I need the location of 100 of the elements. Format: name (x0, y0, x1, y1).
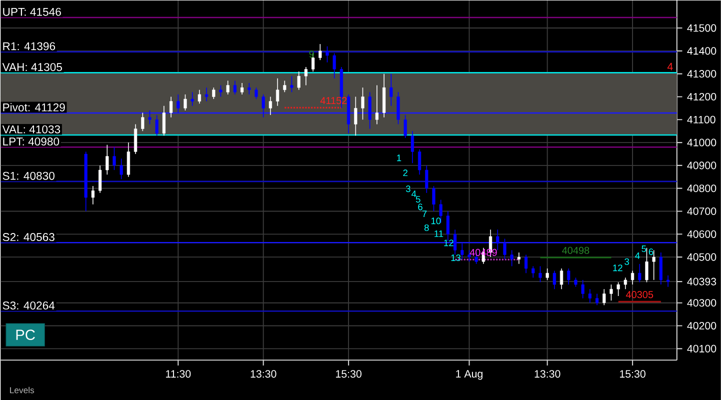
candlestick (390, 73, 393, 106)
annotation: 8 (424, 224, 429, 231)
annotation: 6 (648, 248, 654, 256)
candlestick (418, 148, 422, 175)
candlestick (262, 94, 265, 118)
candlestick (532, 266, 535, 278)
candlestick (126, 142, 130, 178)
y-tick-label: 41300 (687, 70, 716, 78)
annotation: 40305 (626, 291, 654, 298)
candlestick (290, 76, 294, 93)
candlestick (326, 46, 329, 63)
candlestick (439, 199, 442, 224)
candlestick (453, 229, 457, 256)
candlestick (638, 264, 642, 283)
candlestick (91, 186, 95, 205)
candlestick (304, 66, 308, 86)
candlestick (148, 110, 152, 125)
candlestick (212, 87, 216, 100)
candlestick (595, 293, 599, 306)
annotation: 1 (397, 154, 402, 162)
candlestick (546, 268, 549, 280)
candlestick (276, 78, 280, 106)
candlestick (248, 82, 251, 95)
candlestick (468, 250, 471, 262)
candlestick (630, 270, 634, 285)
annotation: 4 (635, 252, 640, 259)
annotation: 7 (422, 210, 427, 217)
ref-line-label: VAL: 41033 (2, 125, 60, 134)
annotation: 5 (416, 196, 420, 203)
candlestick (652, 250, 656, 280)
candlestick (283, 80, 286, 93)
candlestick (190, 92, 194, 106)
candlestick (134, 124, 138, 154)
candlestick (254, 87, 258, 100)
annotation: 3 (406, 185, 410, 192)
candlestick (311, 52, 315, 72)
annotation: 10 (431, 218, 441, 224)
candlestick (524, 254, 528, 274)
candlestick (645, 247, 648, 283)
candlestick (226, 80, 230, 95)
annotation: 4 (667, 62, 673, 70)
y-tick-label: 40500 (687, 253, 716, 261)
candlestick (432, 186, 436, 212)
candlestick (368, 92, 372, 130)
y-tick-label: 40800 (687, 184, 716, 192)
text: PC (16, 330, 35, 340)
annotation: 11 (434, 230, 444, 237)
candlestick (233, 80, 237, 95)
ref-line-label: R1: 41396 (3, 42, 56, 50)
ref-line-label: UPT: 41546 (3, 8, 61, 16)
candlestick (141, 112, 144, 132)
x-tick-label: 15:30 (336, 370, 362, 378)
candlestick (560, 268, 564, 290)
ref-line-label: VAH: 41305 (2, 63, 62, 72)
ref-line-label: S2: 40563 (2, 232, 54, 241)
candlestick (162, 105, 166, 136)
candlestick (602, 288, 606, 306)
candlestick (354, 96, 358, 136)
candlestick (404, 114, 407, 138)
ref-line-label: LPT: 40980 (3, 137, 60, 146)
y-tick-label: 41400 (687, 47, 716, 55)
x-tick-label: 15:30 (620, 370, 646, 378)
candlestick (205, 87, 208, 102)
candlestick (446, 210, 450, 242)
candlestick (240, 82, 244, 95)
annotation: 13 (451, 254, 461, 262)
candlestick (268, 96, 272, 116)
candlestick (155, 114, 158, 136)
y-tick-label: 40700 (687, 207, 716, 215)
text: Levels (10, 386, 34, 394)
y-tick-label: 40100 (687, 344, 716, 352)
candlestick (112, 146, 116, 170)
candlestick (219, 84, 222, 98)
y-tick-label: 41100 (687, 116, 716, 124)
candlestick (318, 44, 322, 60)
candlestick (361, 87, 364, 120)
candlestick (610, 284, 613, 301)
candlestick (517, 252, 520, 264)
y-tick-label: 40900 (687, 162, 716, 170)
x-tick-label: 11:30 (166, 370, 191, 378)
candlestick (375, 84, 378, 125)
annotation: 12 (613, 264, 622, 272)
candlestick (170, 96, 173, 118)
candlestick (503, 238, 506, 260)
candlestick (574, 277, 578, 288)
x-tick-label: 13:30 (534, 370, 560, 378)
candlestick (410, 130, 414, 164)
annotation: 3 (624, 258, 630, 265)
candlestick (666, 274, 670, 288)
y-tick-label: 41000 (687, 138, 716, 146)
candlestick (396, 92, 400, 125)
candlestick (98, 165, 102, 194)
annotation: 5 (642, 246, 646, 252)
candlestick (552, 270, 556, 290)
ref-line-label: Pivot: 41129 (3, 103, 65, 112)
candlestick (332, 52, 336, 79)
candlestick (184, 94, 187, 111)
candlestick (460, 242, 464, 260)
annotation: 9 (309, 50, 314, 58)
candlestick (297, 71, 300, 90)
